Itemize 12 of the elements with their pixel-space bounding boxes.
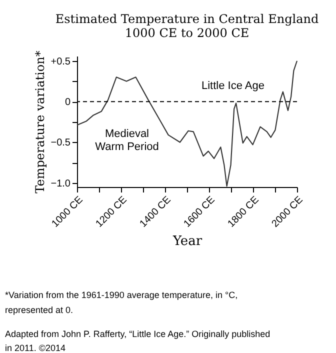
annotation: Little Ice Age xyxy=(202,80,264,92)
chart-subtitle: 1000 CE to 2000 CE xyxy=(124,26,250,40)
y-tick-label: −1.0 xyxy=(50,178,71,190)
annotation: Medieval Warm Period xyxy=(95,128,159,153)
y-tick-label: 0 xyxy=(64,97,71,108)
text: *Variation from the 1961-1990 average temperature, in °C, represented at 0. xyxy=(5,290,238,315)
chart-title: Estimated Temperature in Central England xyxy=(55,12,319,26)
y-tick-label: +0.5 xyxy=(50,56,71,68)
y-tick-label: −0.5 xyxy=(50,138,71,149)
y-axis-title: Temperature variation* xyxy=(32,50,47,194)
x-axis-title: Year xyxy=(172,234,203,250)
text: Adapted from John P. Rafferty, “Little Ice Age.” Originally published in 2011. ©2014 xyxy=(5,329,270,353)
